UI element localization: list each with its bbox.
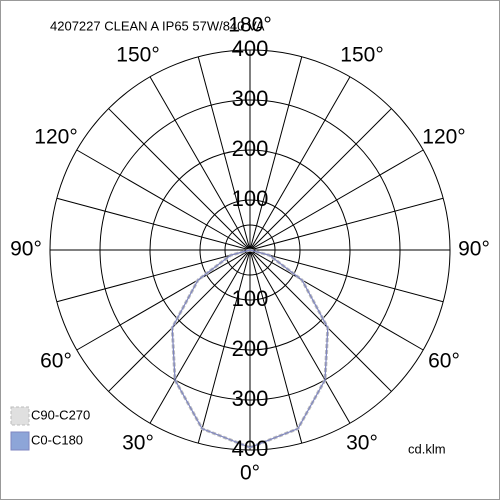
- r-tick-label: 400: [232, 436, 269, 461]
- angle-tick-label: 150°: [116, 44, 159, 67]
- angle-tick-label: 60°: [40, 350, 72, 373]
- grid-circle: [199, 199, 301, 301]
- angle-tick-label: 60°: [428, 350, 460, 373]
- angle-tick-label: 30°: [346, 432, 378, 455]
- r-tick-label: 300: [232, 86, 269, 111]
- grid-circle: [49, 49, 451, 451]
- grid: [49, 49, 451, 451]
- unit-label: cd.klm: [408, 441, 446, 456]
- angle-tick-label: 180°: [228, 14, 271, 37]
- r-tick-label: 200: [232, 336, 269, 361]
- inner-circle: [224, 224, 276, 276]
- r-tick-label: 300: [232, 386, 269, 411]
- angle-tick-label: 150°: [340, 44, 383, 67]
- r-tick-label: 100: [232, 186, 269, 211]
- grid-circle: [99, 99, 401, 401]
- r-tick-label: 400: [232, 36, 269, 61]
- legend-label: C90-C270: [31, 407, 90, 422]
- r-tick-label: 200: [232, 136, 269, 161]
- legend-swatch: [10, 431, 30, 451]
- angle-tick-label: 0°: [240, 462, 260, 485]
- angle-tick-label: 90°: [10, 238, 42, 261]
- angle-tick-label: 120°: [422, 126, 465, 149]
- legend-swatch: [10, 406, 30, 426]
- angle-tick-label: 30°: [122, 432, 154, 455]
- angle-tick-label: 120°: [34, 126, 77, 149]
- legend-label: C0-C180: [31, 432, 83, 447]
- labels: 1001002002003003004004000°30°30°60°60°90…: [10, 14, 490, 485]
- curves: [170, 248, 330, 450]
- grid-circle: [149, 149, 351, 351]
- chart-title: 4207227 CLEAN A IP65 57W/840 VA: [50, 18, 265, 33]
- legend: C90-C270 C0-C180: [10, 406, 90, 451]
- angle-tick-label: 90°: [458, 238, 490, 261]
- series-curve: [171, 249, 329, 449]
- r-tick-label: 100: [232, 286, 269, 311]
